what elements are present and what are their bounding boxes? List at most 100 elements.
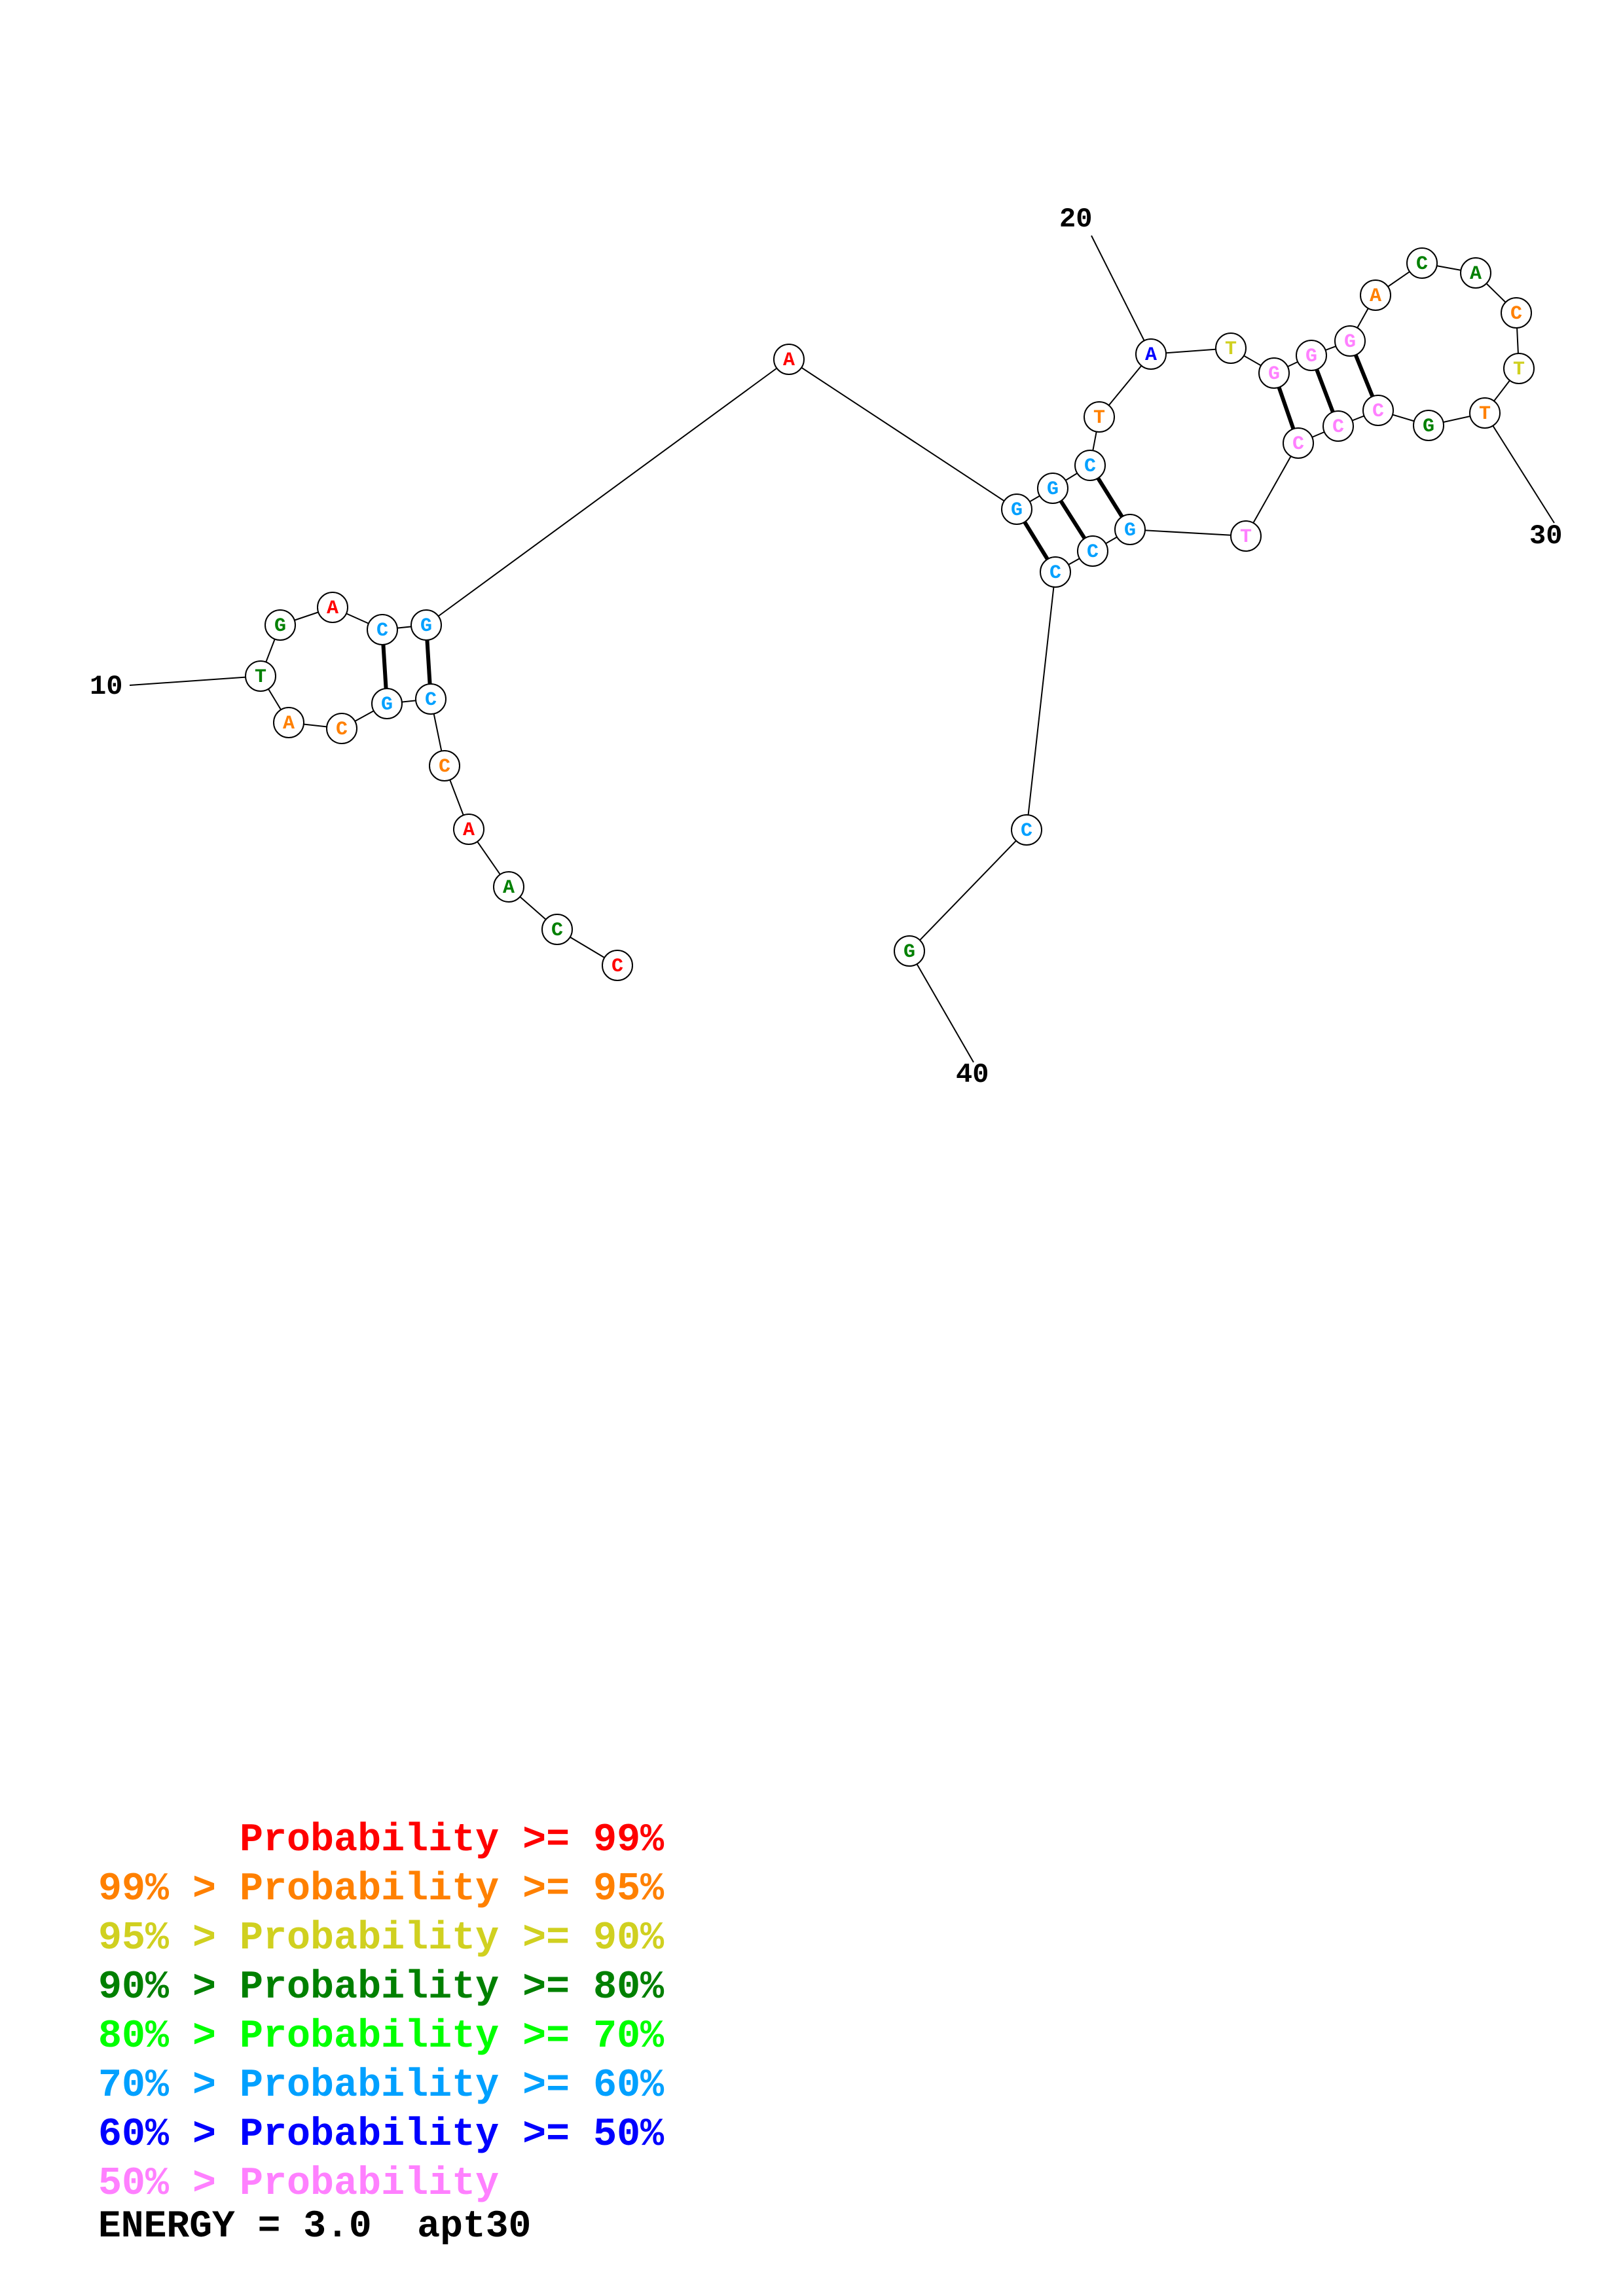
nucleotide-base: C bbox=[1021, 820, 1032, 842]
nucleotide-base: G bbox=[903, 941, 915, 963]
nucleotide-circle bbox=[541, 914, 573, 945]
nucleotide-circle bbox=[1011, 814, 1042, 846]
nucleotide-circle bbox=[264, 609, 296, 641]
nucleotide-29: T bbox=[1503, 353, 1535, 384]
nucleotide-circle bbox=[1322, 410, 1354, 442]
position-label-20: 20 bbox=[1059, 204, 1092, 235]
nucleotide-31: G bbox=[1413, 410, 1444, 441]
nucleotide-base: G bbox=[1011, 499, 1023, 522]
backbone-segment bbox=[909, 829, 1027, 952]
nucleotide-base: A bbox=[1470, 263, 1482, 285]
nucleotide-circle bbox=[1283, 427, 1314, 459]
nucleotide-circle bbox=[273, 707, 304, 738]
nucleotide-35: T bbox=[1230, 520, 1262, 552]
position-tick-10 bbox=[129, 675, 261, 686]
nucleotide-base: A bbox=[283, 713, 295, 735]
nucleotide-base: G bbox=[420, 615, 432, 637]
nucleotide-base: C bbox=[1332, 416, 1344, 439]
nucleotide-28: C bbox=[1501, 297, 1532, 329]
nucleotide-20: A bbox=[1135, 338, 1167, 370]
nucleotide-27: A bbox=[1460, 257, 1491, 289]
nucleotide-base: G bbox=[1268, 363, 1280, 386]
legend-row: 60% > Probability >= 50% bbox=[98, 2113, 665, 2157]
nucleotide-base: A bbox=[503, 877, 515, 899]
nucleotide-circle bbox=[367, 614, 398, 645]
nucleotide-14: G bbox=[410, 609, 442, 641]
nucleotide-circle bbox=[1001, 493, 1032, 525]
nucleotide-base: C bbox=[611, 956, 623, 978]
nucleotide-38: C bbox=[1040, 556, 1071, 588]
nucleotide-circle bbox=[602, 950, 633, 981]
nucleotide-base: G bbox=[274, 615, 286, 637]
nucleotide-circle bbox=[1503, 353, 1535, 384]
nucleotide-base: T bbox=[1225, 338, 1237, 361]
nucleotide-circle bbox=[1114, 514, 1146, 545]
nucleotide-circle bbox=[493, 871, 524, 903]
nucleotide-base: C bbox=[1049, 562, 1061, 584]
nucleotide-22: G bbox=[1258, 357, 1290, 389]
nucleotide-circle bbox=[773, 344, 805, 375]
nucleotide-21: T bbox=[1215, 332, 1247, 364]
nucleotide-16: G bbox=[1001, 493, 1032, 525]
nucleotide-base: C bbox=[1084, 456, 1096, 478]
legend-row: 95% > Probability >= 90% bbox=[98, 1916, 665, 1961]
nucleotide-40: G bbox=[894, 935, 925, 967]
nucleotide-7: G bbox=[371, 688, 403, 719]
nucleotide-34: C bbox=[1283, 427, 1314, 459]
nucleotide-circle bbox=[1406, 247, 1438, 279]
nucleotide-circle bbox=[453, 814, 484, 845]
nucleotide-17: G bbox=[1037, 473, 1068, 504]
nucleotide-circle bbox=[1296, 340, 1327, 371]
nucleotide-circle bbox=[245, 660, 276, 692]
nucleotide-circle bbox=[1215, 332, 1247, 364]
legend-row: 50% > Probability bbox=[98, 2162, 500, 2206]
nucleotide-circle bbox=[1460, 257, 1491, 289]
nucleotide-base: C bbox=[1416, 253, 1428, 276]
nucleotide-circle bbox=[1230, 520, 1262, 552]
nucleotide-base: G bbox=[1305, 346, 1317, 368]
nucleotide-circle bbox=[415, 683, 447, 715]
nucleotide-circle bbox=[1135, 338, 1167, 370]
legend-row: 70% > Probability >= 60% bbox=[98, 2064, 665, 2108]
nucleotide-base: T bbox=[1513, 359, 1525, 381]
nucleotide-19: T bbox=[1084, 401, 1115, 433]
nucleotide-30: T bbox=[1469, 397, 1501, 429]
nucleotide-circle bbox=[429, 750, 460, 781]
nucleotide-circle bbox=[1077, 535, 1108, 567]
backbone-segment bbox=[426, 359, 790, 626]
nucleotide-base: G bbox=[1124, 520, 1136, 542]
nucleotide-base: G bbox=[1423, 416, 1434, 438]
nucleotide-26: C bbox=[1406, 247, 1438, 279]
nucleotide-circle bbox=[1040, 556, 1071, 588]
nucleotide-15: A bbox=[773, 344, 805, 375]
nucleotide-base: A bbox=[783, 350, 795, 372]
nucleotide-23: G bbox=[1296, 340, 1327, 371]
nucleotide-base: G bbox=[381, 694, 393, 716]
nucleotide-33: C bbox=[1322, 410, 1354, 442]
nucleotide-base: G bbox=[1047, 478, 1059, 501]
nucleotide-1: C bbox=[602, 950, 633, 981]
nucleotide-circle bbox=[1501, 297, 1532, 329]
nucleotide-2: C bbox=[541, 914, 573, 945]
backbone-segment bbox=[1129, 529, 1247, 537]
nucleotide-5: C bbox=[429, 750, 460, 781]
nucleotide-base: A bbox=[1145, 344, 1157, 367]
backbone-segment bbox=[1026, 571, 1056, 831]
nucleotide-circle bbox=[371, 688, 403, 719]
nucleotide-circle bbox=[317, 592, 348, 623]
nucleotide-base: C bbox=[1372, 401, 1384, 423]
nucleotide-8: C bbox=[326, 713, 357, 744]
nucleotide-base: G bbox=[1344, 331, 1356, 353]
legend-row: 99% > Probability >= 95% bbox=[98, 1867, 665, 1912]
nucleotide-base: A bbox=[1370, 285, 1381, 308]
nucleotide-base: T bbox=[1093, 407, 1105, 429]
nucleotide-base: C bbox=[425, 689, 437, 711]
nucleotide-base: A bbox=[327, 598, 338, 620]
base-pair-lines bbox=[380, 340, 1380, 704]
nucleotide-circle bbox=[1469, 397, 1501, 429]
legend-row: 80% > Probability >= 70% bbox=[98, 2015, 665, 2059]
nucleotide-32: C bbox=[1362, 395, 1394, 426]
nucleotide-37: C bbox=[1077, 535, 1108, 567]
nucleotide-18: C bbox=[1074, 450, 1106, 481]
energy-line: ENERGY = 3.0 apt30 bbox=[98, 2206, 531, 2248]
